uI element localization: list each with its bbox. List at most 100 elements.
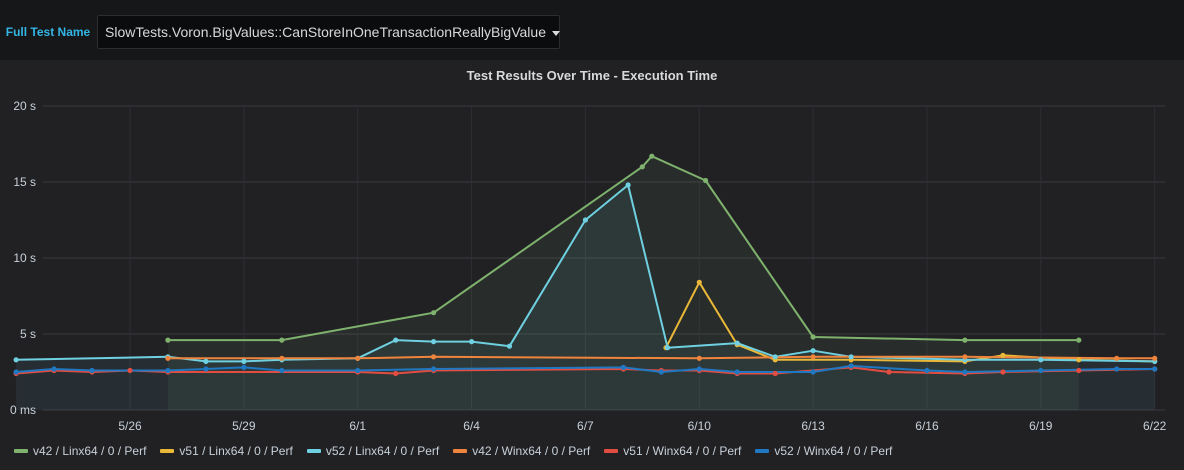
x-tick-label: 6/19 <box>1029 419 1053 433</box>
x-tick-label: 6/16 <box>915 419 939 433</box>
y-axis-labels: 0 ms 5 s 10 s 15 s 20 s <box>10 99 36 417</box>
data-point[interactable] <box>1076 367 1082 374</box>
data-point[interactable] <box>89 367 95 374</box>
data-point[interactable] <box>51 366 57 372</box>
data-point[interactable] <box>810 348 816 354</box>
series-fills <box>16 156 1155 410</box>
data-point[interactable] <box>165 367 171 374</box>
full-test-name-dropdown[interactable]: SlowTests.Voron.BigValues::CanStoreInOne… <box>97 15 560 49</box>
data-point[interactable] <box>127 367 133 374</box>
data-point[interactable] <box>279 337 285 343</box>
legend-item[interactable]: v52 / Linx64 / 0 / Perf <box>306 444 439 458</box>
data-point[interactable] <box>203 358 209 364</box>
data-point[interactable] <box>734 369 740 375</box>
data-point[interactable] <box>1038 357 1044 363</box>
data-point[interactable] <box>431 310 437 316</box>
legend-swatch <box>453 449 468 453</box>
legend-item[interactable]: v51 / Winx64 / 0 / Perf <box>604 444 741 458</box>
legend-swatch <box>306 449 321 453</box>
series-line[interactable] <box>16 184 1155 363</box>
data-point[interactable] <box>810 369 816 375</box>
data-point[interactable] <box>620 364 627 370</box>
data-point[interactable] <box>355 367 361 374</box>
data-point[interactable] <box>772 354 778 360</box>
x-tick-label: 5/26 <box>118 419 142 433</box>
data-point[interactable] <box>1076 357 1082 363</box>
legend-swatch <box>604 449 619 453</box>
data-point[interactable] <box>1038 367 1044 374</box>
y-tick-label: 5 s <box>20 327 36 341</box>
data-point[interactable] <box>696 279 702 285</box>
data-point[interactable] <box>649 153 655 159</box>
data-point[interactable] <box>431 354 437 360</box>
data-point[interactable] <box>696 366 702 372</box>
legend-item[interactable]: v42 / Linx64 / 0 / Perf <box>14 444 146 458</box>
legend-label: v51 / Linx64 / 0 / Perf <box>179 444 293 458</box>
legend-item[interactable]: v42 / Winx64 / 0 / Perf <box>453 444 590 458</box>
x-tick-label: 6/7 <box>577 419 594 433</box>
data-point[interactable] <box>582 217 589 223</box>
legend-item[interactable]: v51 / Linx64 / 0 / Perf <box>160 444 293 458</box>
data-point[interactable] <box>203 366 209 372</box>
data-point[interactable] <box>1114 366 1120 372</box>
data-point[interactable] <box>772 370 778 377</box>
data-point[interactable] <box>810 334 816 340</box>
legend-item[interactable]: v52 / Winx64 / 0 / Perf <box>755 444 892 458</box>
execution-time-chart: 0 ms 5 s 10 s 15 s 20 s 5/26 5/29 6/1 6/4 6/7 6/1… <box>10 99 1167 433</box>
legend-label: v42 / Linx64 / 0 / Perf <box>33 444 147 458</box>
data-point[interactable] <box>165 337 171 343</box>
data-point[interactable] <box>1114 355 1120 361</box>
x-tick-label: 6/10 <box>688 419 712 433</box>
legend-label: v51 / Winx64 / 0 / Perf <box>623 444 742 458</box>
series-points <box>13 153 1158 377</box>
chart-legend: v42 / Linx64 / 0 / Perf v51 / Linx64 / 0 … <box>14 443 906 459</box>
data-point[interactable] <box>279 355 285 361</box>
caret-down-icon <box>551 30 560 36</box>
data-point[interactable] <box>625 182 631 188</box>
data-point[interactable] <box>241 364 247 370</box>
series-fill <box>16 185 1155 410</box>
data-point[interactable] <box>696 355 702 361</box>
data-point[interactable] <box>962 354 968 360</box>
data-point[interactable] <box>431 366 437 372</box>
data-point[interactable] <box>848 363 854 369</box>
data-point[interactable] <box>810 354 816 360</box>
full-test-name-value: SlowTests.Voron.BigValues::CanStoreInOne… <box>105 24 546 40</box>
x-tick-label: 6/13 <box>801 419 825 433</box>
data-point[interactable] <box>13 357 19 363</box>
x-axis-labels: 5/26 5/29 6/1 6/4 6/7 6/10 6/13 6/16 6/19 6/22 <box>118 419 1166 433</box>
x-tick-label: 6/22 <box>1143 419 1167 433</box>
series-line[interactable] <box>16 364 1155 373</box>
data-point[interactable] <box>393 337 399 343</box>
data-point[interactable] <box>1152 355 1158 361</box>
data-point[interactable] <box>848 354 854 360</box>
legend-swatch <box>160 449 175 453</box>
panel-title[interactable]: Test Results Over Time - Execution Time <box>466 68 718 83</box>
data-point[interactable] <box>924 367 930 374</box>
data-point[interactable] <box>703 177 709 184</box>
data-point[interactable] <box>639 164 645 170</box>
data-point[interactable] <box>241 358 247 364</box>
data-point[interactable] <box>962 337 968 343</box>
data-point[interactable] <box>469 339 475 345</box>
data-point[interactable] <box>886 369 892 375</box>
legend-swatch <box>14 449 28 453</box>
data-point[interactable] <box>165 355 171 361</box>
data-point[interactable] <box>962 369 968 375</box>
data-point[interactable] <box>1076 337 1082 343</box>
data-point[interactable] <box>1152 366 1158 372</box>
data-point[interactable] <box>431 339 437 345</box>
data-point[interactable] <box>393 370 399 377</box>
data-point[interactable] <box>1000 369 1006 375</box>
data-point[interactable] <box>279 367 285 374</box>
data-point[interactable] <box>506 343 513 349</box>
data-point[interactable] <box>734 340 740 346</box>
data-point[interactable] <box>658 369 664 375</box>
data-point[interactable] <box>1000 352 1006 358</box>
data-point[interactable] <box>665 345 671 351</box>
x-tick-label: 5/29 <box>232 419 256 433</box>
data-point[interactable] <box>13 369 19 375</box>
y-tick-label: 10 s <box>13 251 36 265</box>
legend-label: v52 / Winx64 / 0 / Perf <box>774 444 893 458</box>
data-point[interactable] <box>355 355 361 361</box>
